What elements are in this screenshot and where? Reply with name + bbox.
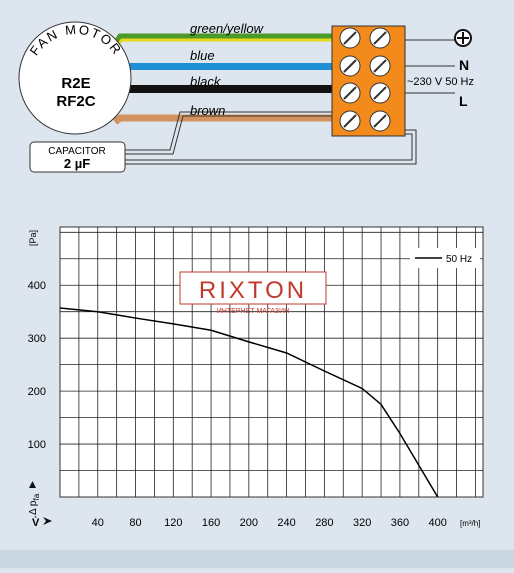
y-arrow <box>29 481 36 488</box>
legend-box <box>410 248 480 268</box>
model: R2E <box>61 75 90 92</box>
capacitor-label: CAPACITOR <box>48 146 105 157</box>
legend-label: 50 Hz <box>446 254 472 265</box>
wire-black <box>117 85 333 100</box>
model: RF2C <box>56 93 95 110</box>
x-tick-label: 200 <box>240 517 258 529</box>
x-axis-symbol: V̇ <box>32 516 40 529</box>
wire-label: green/yellow <box>190 21 265 36</box>
y-axis-symbol: Δ pfa <box>28 493 41 515</box>
y-symbol-sub: fa <box>32 493 41 500</box>
x-unit: [m³/h] <box>460 519 480 528</box>
capacitor-value: 2 µF <box>64 156 90 171</box>
wire-brown <box>112 114 333 125</box>
curve <box>59 307 439 498</box>
watermark-box <box>179 271 327 305</box>
y-tick-label: 400 <box>28 280 46 292</box>
x-tick-label: 240 <box>277 517 295 529</box>
cap-wire <box>125 115 333 155</box>
x-tick-label: 400 <box>428 517 446 529</box>
supply-label: ~230 V 50 Hz <box>407 76 474 88</box>
terminal-label: N <box>459 57 469 73</box>
x-tick-label: 40 <box>92 517 104 529</box>
earth-symbol <box>457 32 469 44</box>
screw-slot <box>373 114 387 128</box>
x-tick-label: 160 <box>202 517 220 529</box>
screw-slot <box>343 86 357 100</box>
supply-wire <box>405 39 455 94</box>
screw-slot <box>343 59 357 73</box>
wire-yellow <box>113 38 333 49</box>
screw-slot <box>373 31 387 45</box>
cap-wire <box>125 111 333 151</box>
capacitor <box>29 141 126 173</box>
y-tick-label: 100 <box>28 439 46 451</box>
x-tick-label: 280 <box>315 517 333 529</box>
y-symbol: Δ p <box>28 500 39 515</box>
screw-slot <box>343 31 357 45</box>
y-tick-label: 300 <box>28 333 46 345</box>
watermark-sub: ИНТЕРНЕТ МАГАЗИН <box>217 308 289 315</box>
wire-label: brown <box>190 103 225 118</box>
y-axis-label: [Pa] <box>28 230 38 246</box>
wiring: FAN MOTOR R2E RF2C green/yellow blue bla… <box>18 21 474 173</box>
wire-blue <box>125 63 333 70</box>
wire-label: blue <box>190 48 215 63</box>
x-tick-label: 360 <box>391 517 409 529</box>
x-tick-label: 120 <box>164 517 182 529</box>
motor <box>18 21 132 135</box>
screw-slot <box>343 114 357 128</box>
footer-band <box>0 550 514 568</box>
screw-slot <box>373 86 387 100</box>
x-tick-label: 80 <box>129 517 141 529</box>
wire-label: black <box>190 74 222 89</box>
cap-wire <box>125 129 417 165</box>
y-tick-label: 200 <box>28 386 46 398</box>
x-arrow <box>43 517 52 525</box>
terminal-label: L <box>459 93 468 109</box>
screw-slot <box>373 59 387 73</box>
x-tick-label: 320 <box>353 517 371 529</box>
watermark: RIXTON <box>199 277 307 304</box>
